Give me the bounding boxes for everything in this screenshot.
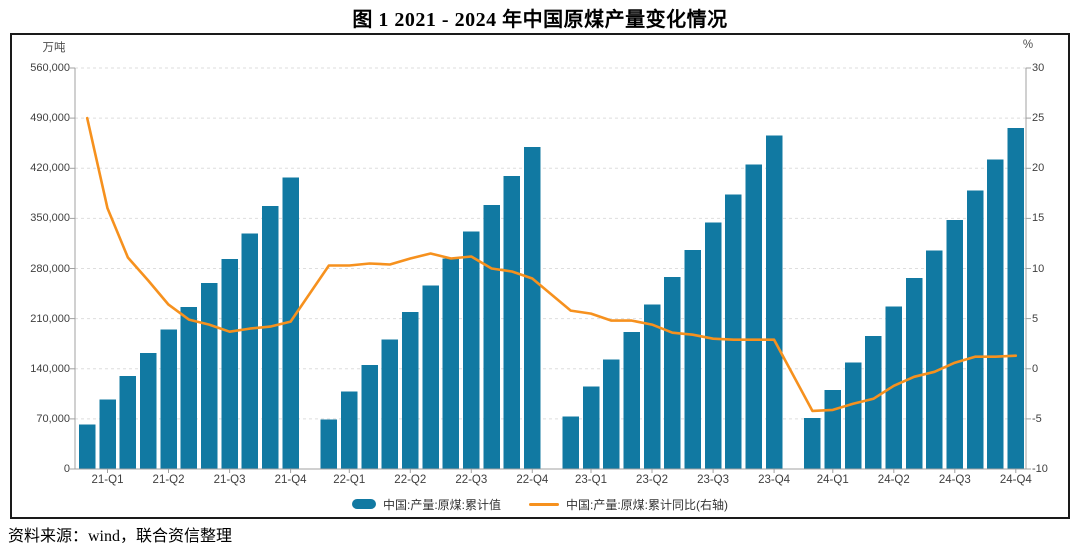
x-axis-tick-label: 23-Q1 xyxy=(575,474,607,486)
bar xyxy=(1007,128,1025,469)
x-axis-tick-label: 24-Q4 xyxy=(999,474,1032,486)
yoy-trend-line xyxy=(85,116,1018,413)
bar xyxy=(905,277,923,469)
right-axis-tick-label: -10 xyxy=(1032,463,1048,475)
bar xyxy=(643,304,661,469)
x-axis-tick-label: 24-Q3 xyxy=(938,474,971,486)
left-axis-tick-label: 490,000 xyxy=(30,112,70,125)
x-axis-tick-label: 23-Q3 xyxy=(697,474,730,486)
bar xyxy=(926,250,943,469)
bar xyxy=(221,259,238,469)
x-axis-tick-label: 23-Q2 xyxy=(636,474,669,486)
left-axis-tick-label: 0 xyxy=(63,463,70,475)
right-axis-tick-label: 15 xyxy=(1032,212,1045,225)
bar xyxy=(78,424,96,469)
x-axis-tick-label: 22-Q4 xyxy=(516,474,549,486)
bar-series-swatch-icon xyxy=(351,499,376,509)
bar xyxy=(745,164,762,469)
bar xyxy=(160,329,177,469)
line-series-label: 中国:产量:原煤:累计同比(右轴) xyxy=(566,497,728,512)
bar xyxy=(946,219,964,469)
bar xyxy=(442,258,460,469)
figure-title: 图 1 2021 - 2024 年中国原煤产量变化情况 xyxy=(352,9,728,31)
right-axis-tick-label: 20 xyxy=(1032,162,1045,175)
bar xyxy=(804,418,821,469)
x-axis-tick-label: 24-Q2 xyxy=(877,474,910,486)
legend: 中国:产量:原煤:累计值 中国:产量:原煤:累计同比(右轴) xyxy=(12,495,1068,513)
bar xyxy=(201,282,218,469)
plot-canvas xyxy=(70,67,1031,473)
bar xyxy=(381,339,399,469)
bar xyxy=(844,362,862,469)
x-axis-tick-label: 21-Q2 xyxy=(152,474,185,486)
line-series-swatch-icon xyxy=(529,502,559,506)
left-axis-tick-label: 210,000 xyxy=(30,312,70,325)
bar xyxy=(402,312,419,469)
left-axis-unit-label: 万吨 xyxy=(42,42,66,54)
right-axis-tick-label: 30 xyxy=(1032,62,1045,74)
bar xyxy=(180,307,198,469)
bar xyxy=(463,231,480,469)
left-axis-tick-label: 70,000 xyxy=(36,412,70,425)
right-axis-tick-label: 0 xyxy=(1032,362,1039,375)
legend-item-bar-series: 中国:产量:原煤:累计值 xyxy=(351,496,501,513)
bar xyxy=(524,146,541,470)
x-axis-tick-label: 21-Q1 xyxy=(91,474,124,486)
bar xyxy=(765,135,783,470)
x-axis-tick-label: 23-Q4 xyxy=(758,474,791,486)
bar xyxy=(684,249,701,469)
chart-box: 万吨 % 0 70,000 140,000 210,000 280,000 350,000… xyxy=(10,33,1070,519)
bar xyxy=(885,306,902,469)
bar xyxy=(361,365,378,469)
bar xyxy=(865,335,882,469)
right-axis-unit-label: % xyxy=(1022,39,1034,51)
source-note: 资料来源：wind，联合资信整理 xyxy=(8,528,233,545)
legend-item-line-series: 中国:产量:原煤:累计同比(右轴) xyxy=(529,496,728,513)
x-axis-tick-label: 22-Q1 xyxy=(333,474,366,486)
left-axis-tick-label: 420,000 xyxy=(30,162,70,175)
x-axis-tick-label: 21-Q4 xyxy=(274,474,307,486)
bar xyxy=(824,390,841,469)
right-axis-tick-label: 10 xyxy=(1032,262,1045,275)
x-axis-tick-label: 22-Q2 xyxy=(394,474,427,486)
bar xyxy=(422,285,439,469)
left-axis-tick-label: 350,000 xyxy=(30,212,70,225)
bar xyxy=(966,190,984,469)
bar xyxy=(503,176,521,469)
bar xyxy=(282,177,299,469)
bar xyxy=(262,206,279,469)
bar xyxy=(241,233,259,469)
x-axis-tick-label: 21-Q3 xyxy=(213,474,246,486)
right-axis-tick-label: 5 xyxy=(1032,312,1039,325)
x-axis-tick-label: 24-Q1 xyxy=(816,474,849,486)
left-axis-tick-label: 560,000 xyxy=(30,62,70,74)
left-axis-tick-label: 140,000 xyxy=(30,362,70,375)
bar xyxy=(139,353,157,469)
bar xyxy=(562,416,579,469)
bar xyxy=(483,204,500,470)
bar xyxy=(704,222,722,469)
bar xyxy=(987,159,1004,469)
left-axis-tick-label: 280,000 xyxy=(30,262,70,275)
bar xyxy=(99,399,116,469)
bar xyxy=(725,194,742,469)
bar xyxy=(664,277,681,469)
bar xyxy=(623,332,640,469)
bar xyxy=(341,391,358,469)
bar-series-label: 中国:产量:原煤:累计值 xyxy=(382,497,501,512)
right-axis-tick-label: -5 xyxy=(1032,412,1042,425)
x-axis-tick-label: 22-Q3 xyxy=(455,474,488,486)
bar xyxy=(320,419,338,469)
bar xyxy=(119,375,137,469)
bar xyxy=(603,359,620,469)
right-axis-tick-label: 25 xyxy=(1032,112,1045,125)
bar xyxy=(582,386,600,469)
